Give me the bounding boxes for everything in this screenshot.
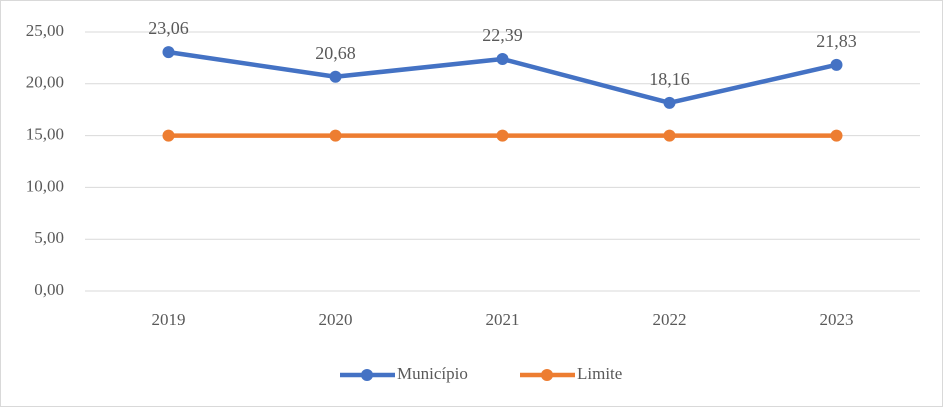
y-tick-label: 0,00 (34, 280, 64, 299)
data-label: 23,06 (148, 18, 189, 38)
x-tick-label: 2019 (152, 310, 186, 329)
data-point (329, 129, 342, 142)
y-tick-label: 20,00 (26, 73, 64, 92)
x-tick-label: 2020 (319, 310, 353, 329)
legend-label: Município (397, 364, 468, 383)
y-tick-label: 15,00 (26, 125, 64, 144)
data-point (830, 58, 843, 71)
data-point (329, 70, 342, 83)
y-tick-label: 10,00 (26, 176, 64, 195)
legend-marker (361, 369, 373, 381)
data-point (496, 53, 509, 66)
x-tick-label: 2022 (653, 310, 687, 329)
legend-marker (541, 369, 553, 381)
y-tick-label: 5,00 (34, 228, 64, 247)
y-tick-label: 25,00 (26, 21, 64, 40)
data-point (663, 96, 676, 109)
data-point (162, 129, 175, 142)
x-tick-label: 2023 (820, 310, 854, 329)
data-point (496, 129, 509, 142)
data-label: 20,68 (315, 43, 356, 63)
legend-label: Limite (577, 364, 622, 383)
data-label: 22,39 (482, 25, 523, 45)
data-label: 21,83 (816, 31, 857, 51)
data-point (162, 46, 175, 59)
data-point (663, 129, 676, 142)
x-tick-label: 2021 (486, 310, 520, 329)
data-label: 18,16 (649, 69, 690, 89)
data-point (830, 129, 843, 142)
